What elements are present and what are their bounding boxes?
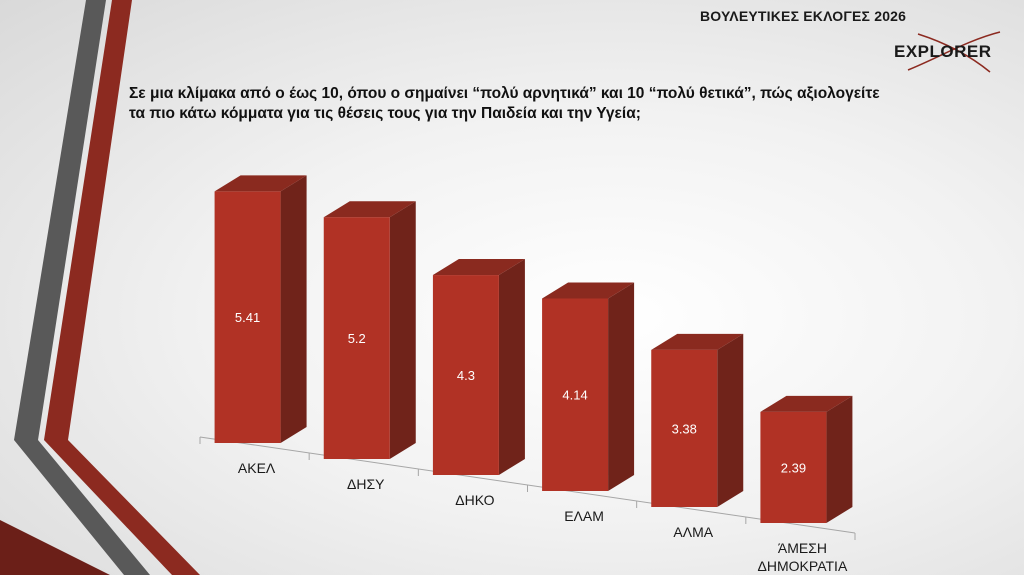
question-line-1: Σε μια κλίμακα από ο έως 10, όπου ο σημα… [129,85,880,102]
bar-side-5 [717,333,744,507]
logo-text: EXPLORER [894,42,992,61]
red-stripe [44,0,200,575]
bar-6 [760,411,827,523]
bar-top-1 [214,175,307,192]
bar-value-label: 4.14 [562,388,587,403]
bar-top-2 [323,201,416,218]
bar-5 [651,349,718,507]
bar-side-4 [608,282,635,491]
bar-value-label: 3.38 [672,421,697,436]
explorer-logo: EXPLORER [888,28,1008,78]
category-label: ΕΛΑΜ [564,508,604,524]
bar-3 [432,275,499,475]
bar-1 [214,191,281,443]
category-label: ΑΚΕΛ [238,460,276,476]
bar-2 [323,217,390,459]
bar-value-label: 5.41 [235,310,260,325]
bar-4 [542,298,609,491]
corner-shape [0,520,110,575]
bar-value-label: 5.2 [348,331,366,346]
bar-side-2 [389,201,416,459]
bar-top-6 [760,395,853,412]
bar-top-3 [432,259,525,276]
category-label: ΆΜΕΣΗ ΔΗΜΟΚΡΑΤΙΑ [758,540,848,574]
bar-value-label: 4.3 [457,368,475,383]
bar-top-4 [542,282,635,299]
question-line-2: τα πιο κάτω κόμματα για τις θέσεις τους … [129,105,641,122]
bar-side-6 [826,395,853,523]
bar-value-label: 2.39 [781,460,806,475]
bar-top-5 [651,333,744,350]
logo-swoosh-icon [907,31,1001,73]
grey-stripe [14,0,150,575]
category-label: ΔΗΣΥ [347,476,385,492]
bar-side-3 [498,259,525,475]
category-label: ΑΛΜΑ [673,524,713,540]
bar-side-1 [280,175,307,443]
category-label: ΔΗΚΟ [455,492,494,508]
survey-question: Σε μια κλίμακα από ο έως 10, όπου ο σημα… [129,84,999,124]
page-title: ΒΟΥΛΕΥΤΙΚΕΣ ΕΚΛΟΓΕΣ 2026 [700,8,907,24]
